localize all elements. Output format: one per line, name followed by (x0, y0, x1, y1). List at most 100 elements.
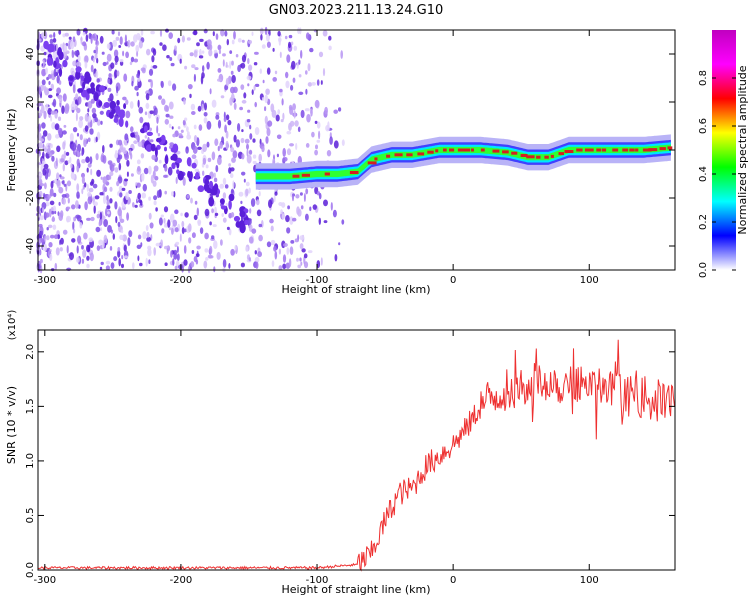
noise-speckle (224, 184, 229, 189)
noise-speckle (45, 212, 50, 218)
noise-speckle (129, 61, 133, 66)
noise-speckle (170, 250, 173, 258)
noise-speckle (139, 200, 143, 206)
noise-speckle (66, 245, 69, 254)
noise-speckle (341, 219, 345, 225)
noise-speckle (139, 116, 144, 124)
noise-speckle (213, 49, 218, 54)
noise-speckle (90, 64, 94, 73)
noise-speckle (134, 85, 139, 91)
noise-speckle (241, 99, 247, 104)
noise-speckle (197, 146, 202, 150)
noise-speckle (57, 127, 63, 135)
noise-speckle (206, 141, 210, 148)
noise-speckle (89, 181, 94, 186)
noise-speckle (280, 119, 284, 123)
noise-speckle (316, 139, 321, 143)
noise-speckle (182, 119, 186, 126)
noise-speckle (157, 133, 161, 137)
noise-speckle (221, 213, 224, 217)
snr-x-label: Height of straight line (km) (281, 583, 430, 596)
noise-speckle (303, 256, 306, 265)
noise-speckle (103, 234, 108, 244)
noise-speckle (320, 80, 323, 85)
noise-speckle (43, 163, 49, 169)
noise-speckle (152, 65, 158, 69)
noise-speckle (87, 101, 93, 109)
noise-speckle (200, 75, 204, 85)
noise-speckle (50, 83, 54, 91)
noise-speckle (71, 238, 76, 243)
noise-speckle (247, 109, 251, 113)
noise-speckle (90, 98, 95, 104)
y-tick-label: 1.5 (25, 398, 36, 414)
noise-speckle (254, 127, 260, 135)
noise-speckle (290, 84, 294, 91)
noise-speckle (142, 231, 147, 240)
noise-speckle (311, 82, 316, 86)
noise-speckle (58, 186, 64, 194)
noise-speckle (183, 98, 186, 105)
noise-speckle (144, 111, 148, 116)
x-tick-label: 0 (450, 275, 456, 286)
noise-speckle (286, 247, 290, 255)
noise-speckle (39, 183, 45, 187)
noise-speckle (89, 128, 94, 135)
noise-speckle (159, 29, 163, 37)
noise-speckle (76, 132, 80, 137)
noise-speckle (104, 186, 108, 193)
noise-speckle (140, 67, 146, 72)
noise-speckle (208, 255, 214, 259)
noise-speckle (219, 198, 225, 205)
noise-speckle (289, 143, 294, 147)
noise-speckle (117, 208, 122, 217)
noise-speckle (130, 152, 133, 160)
noise-speckle (94, 195, 100, 200)
noise-speckle (168, 32, 173, 39)
noise-speckle (76, 28, 81, 36)
noise-speckle (152, 48, 157, 56)
noise-speckle (58, 29, 62, 35)
noise-speckle (285, 215, 290, 223)
noise-speckle (119, 218, 125, 223)
noise-speckle (70, 163, 73, 169)
noise-speckle (239, 106, 244, 111)
noise-speckle (176, 246, 179, 253)
noise-speckle (246, 148, 249, 157)
noise-speckle (93, 73, 97, 78)
noise-speckle (115, 216, 118, 224)
noise-speckle (273, 245, 277, 252)
noise-speckle (114, 105, 121, 115)
signal-peak (612, 148, 619, 152)
noise-speckle (211, 151, 216, 161)
noise-speckle (114, 167, 119, 173)
noise-speckle (297, 264, 302, 269)
noise-speckle (114, 152, 119, 159)
noise-speckle (240, 200, 243, 205)
noise-speckle (146, 236, 152, 242)
noise-speckle (209, 88, 212, 95)
noise-speckle (156, 137, 162, 143)
noise-speckle (145, 102, 150, 109)
noise-speckle (92, 112, 97, 119)
noise-speckle (248, 187, 251, 194)
noise-speckle (109, 198, 113, 204)
noise-speckle (137, 141, 143, 147)
noise-speckle (275, 114, 280, 122)
noise-speckle (86, 183, 90, 192)
noise-speckle (280, 209, 283, 215)
signal-peak (443, 148, 447, 152)
noise-speckle (107, 160, 113, 166)
noise-speckle (124, 133, 129, 141)
noise-speckle (318, 192, 322, 200)
noise-speckle (125, 120, 129, 128)
noise-speckle (90, 168, 93, 176)
noise-speckle (188, 237, 192, 244)
noise-speckle (232, 150, 238, 159)
noise-speckle (68, 76, 74, 81)
noise-speckle (262, 79, 265, 84)
noise-speckle (81, 258, 85, 264)
noise-speckle (77, 88, 83, 93)
noise-speckle (109, 171, 114, 177)
noise-speckle (184, 212, 189, 218)
